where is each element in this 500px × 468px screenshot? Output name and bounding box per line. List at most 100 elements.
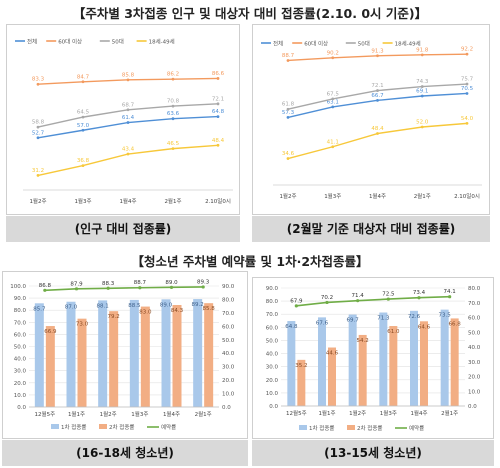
data-point-forties <box>81 164 85 168</box>
data-point-forties <box>286 157 290 160</box>
bar-first-dose <box>34 303 44 407</box>
data-label-total: 66.7 <box>371 93 384 99</box>
y-tick-label: 60.0 <box>266 325 279 331</box>
legend-swatch-second-dose <box>347 425 355 430</box>
data-point-reservation <box>169 285 174 289</box>
chart-panel-2: 전체 60대 이상 50대 18세-49세 57.3 63.1 66.7 69.1 70.5 88… <box>252 24 490 215</box>
data-label-reservation: 89.0 <box>165 280 178 286</box>
bar-label-first-dose: 88.1 <box>97 303 109 309</box>
x-tick-label: 1월2주 <box>349 409 366 417</box>
x-tick-label: 2월1주 <box>441 409 458 417</box>
data-label-reservation: 88.7 <box>134 280 147 286</box>
y2-tick-label: 60.0 <box>468 316 481 322</box>
bar-first-dose <box>410 310 418 406</box>
bar-label-second-dose: 79.2 <box>108 314 120 320</box>
data-label-total: 63.1 <box>327 99 339 105</box>
legend-label-first-dose: 1차 접종률 <box>309 424 335 432</box>
y-tick-label: 30.0 <box>14 369 27 375</box>
x-tick-label: 12월5주 <box>35 410 56 418</box>
y-tick-label: 40.0 <box>266 352 279 358</box>
data-point-over60 <box>126 78 130 82</box>
data-point-reservation <box>386 297 390 301</box>
bar-first-dose <box>66 301 76 407</box>
data-point-reservation <box>417 296 421 300</box>
y2-tick-label: 90.0 <box>222 284 235 290</box>
bar-label-second-dose: 35.2 <box>295 363 307 369</box>
x-tick-label: 2.10일0시 <box>454 192 480 200</box>
bar-label-first-dose: 87.0 <box>65 305 78 311</box>
y2-tick-label: 40.0 <box>468 345 481 351</box>
x-tick-label: 2월1주 <box>195 410 212 418</box>
data-label-fifties: 58.8 <box>32 120 45 126</box>
y2-tick-label: 80.0 <box>222 297 235 303</box>
bar-first-dose <box>98 300 108 407</box>
legend-swatch-first-dose <box>299 425 307 430</box>
data-label-reservation: 71.4 <box>352 293 365 299</box>
y-tick-label: 20.0 <box>14 381 27 387</box>
legend-label-second-dose: 2차 접종률 <box>357 424 383 432</box>
data-point-reservation <box>43 288 47 292</box>
legend-label-second-dose: 2차 접종률 <box>109 423 135 431</box>
x-tick-label: 1월4주 <box>119 197 136 205</box>
y2-tick-label: 30.0 <box>222 365 235 371</box>
legend-label-reservation: 예약률 <box>161 423 176 431</box>
data-point-total <box>216 115 220 118</box>
data-label-reservation: 67.9 <box>290 298 303 304</box>
y2-tick-label: 10.0 <box>222 392 235 398</box>
data-point-over60 <box>420 53 424 57</box>
data-point-over60 <box>376 54 379 58</box>
data-point-forties <box>171 147 175 151</box>
data-label-forties: 34.6 <box>282 151 295 157</box>
data-label-total: 57.0 <box>77 123 90 129</box>
data-label-fifties: 64.5 <box>77 110 90 116</box>
data-point-over60 <box>81 80 85 84</box>
data-label-forties: 54.0 <box>461 116 474 122</box>
bar-second-dose <box>204 303 214 407</box>
data-label-fifties: 68.7 <box>122 102 135 108</box>
bar-label-first-dose: 69.7 <box>347 318 360 324</box>
legend-label-forties: 18세-49세 <box>149 38 175 46</box>
bar-second-dose <box>45 326 55 407</box>
data-label-reservation: 87.9 <box>70 281 83 287</box>
y-tick-label: 30.0 <box>266 365 279 371</box>
x-tick-label: 1월2주 <box>100 410 117 418</box>
bar-label-second-dose: 64.6 <box>418 324 431 330</box>
bar-second-dose <box>172 304 182 407</box>
data-point-total <box>126 121 130 124</box>
data-label-reservation: 74.1 <box>444 289 456 295</box>
top-title: 【주차별 3차접종 인구 및 대상자 대비 접종률(2.10. 0시 기준)】 <box>72 6 428 21</box>
data-point-total <box>331 105 335 109</box>
data-label-total: 57.3 <box>282 110 295 116</box>
data-point-forties <box>420 125 424 129</box>
data-label-over60: 90.2 <box>327 50 339 56</box>
data-label-reservation: 88.3 <box>102 281 115 287</box>
y-tick-label: 10.0 <box>14 393 27 399</box>
legend-label-forties: 18세-49세 <box>395 40 421 48</box>
y2-tick-label: 20.0 <box>222 378 235 384</box>
data-point-over60 <box>171 77 175 81</box>
data-point-reservation <box>325 300 329 305</box>
data-point-reservation <box>138 286 142 290</box>
bar-first-dose <box>193 299 203 407</box>
data-label-over60: 84.7 <box>77 74 90 80</box>
data-point-forties <box>126 152 130 156</box>
data-label-fifties: 67.5 <box>327 91 340 97</box>
series-line-reservation <box>296 295 450 307</box>
bar-label-first-dose: 89.2 <box>192 302 204 308</box>
bar-second-dose <box>297 359 306 406</box>
line-chart-target: 전체 60대 이상 50대 18세-49세 57.3 63.1 66.7 69.1 70.5 88… <box>261 40 482 200</box>
data-point-over60 <box>216 77 220 80</box>
legend-label-over60: 60대 이상 <box>58 38 82 46</box>
x-tick-label: 1월2주 <box>29 197 46 205</box>
data-label-forties: 46.5 <box>167 141 180 147</box>
data-label-fifties: 72.1 <box>212 96 224 102</box>
x-tick-label: 12월5주 <box>286 409 307 417</box>
bar-second-dose <box>77 318 87 407</box>
x-tick-label: 1월2주 <box>279 192 296 200</box>
data-label-over60: 83.3 <box>32 77 45 83</box>
legend-label-fifties: 50대 <box>358 40 370 48</box>
bar-label-first-dose: 89.0 <box>160 302 173 308</box>
bar-label-first-dose: 73.5 <box>439 313 452 319</box>
data-point-total <box>171 117 175 121</box>
bar-label-second-dose: 66.9 <box>44 329 57 335</box>
